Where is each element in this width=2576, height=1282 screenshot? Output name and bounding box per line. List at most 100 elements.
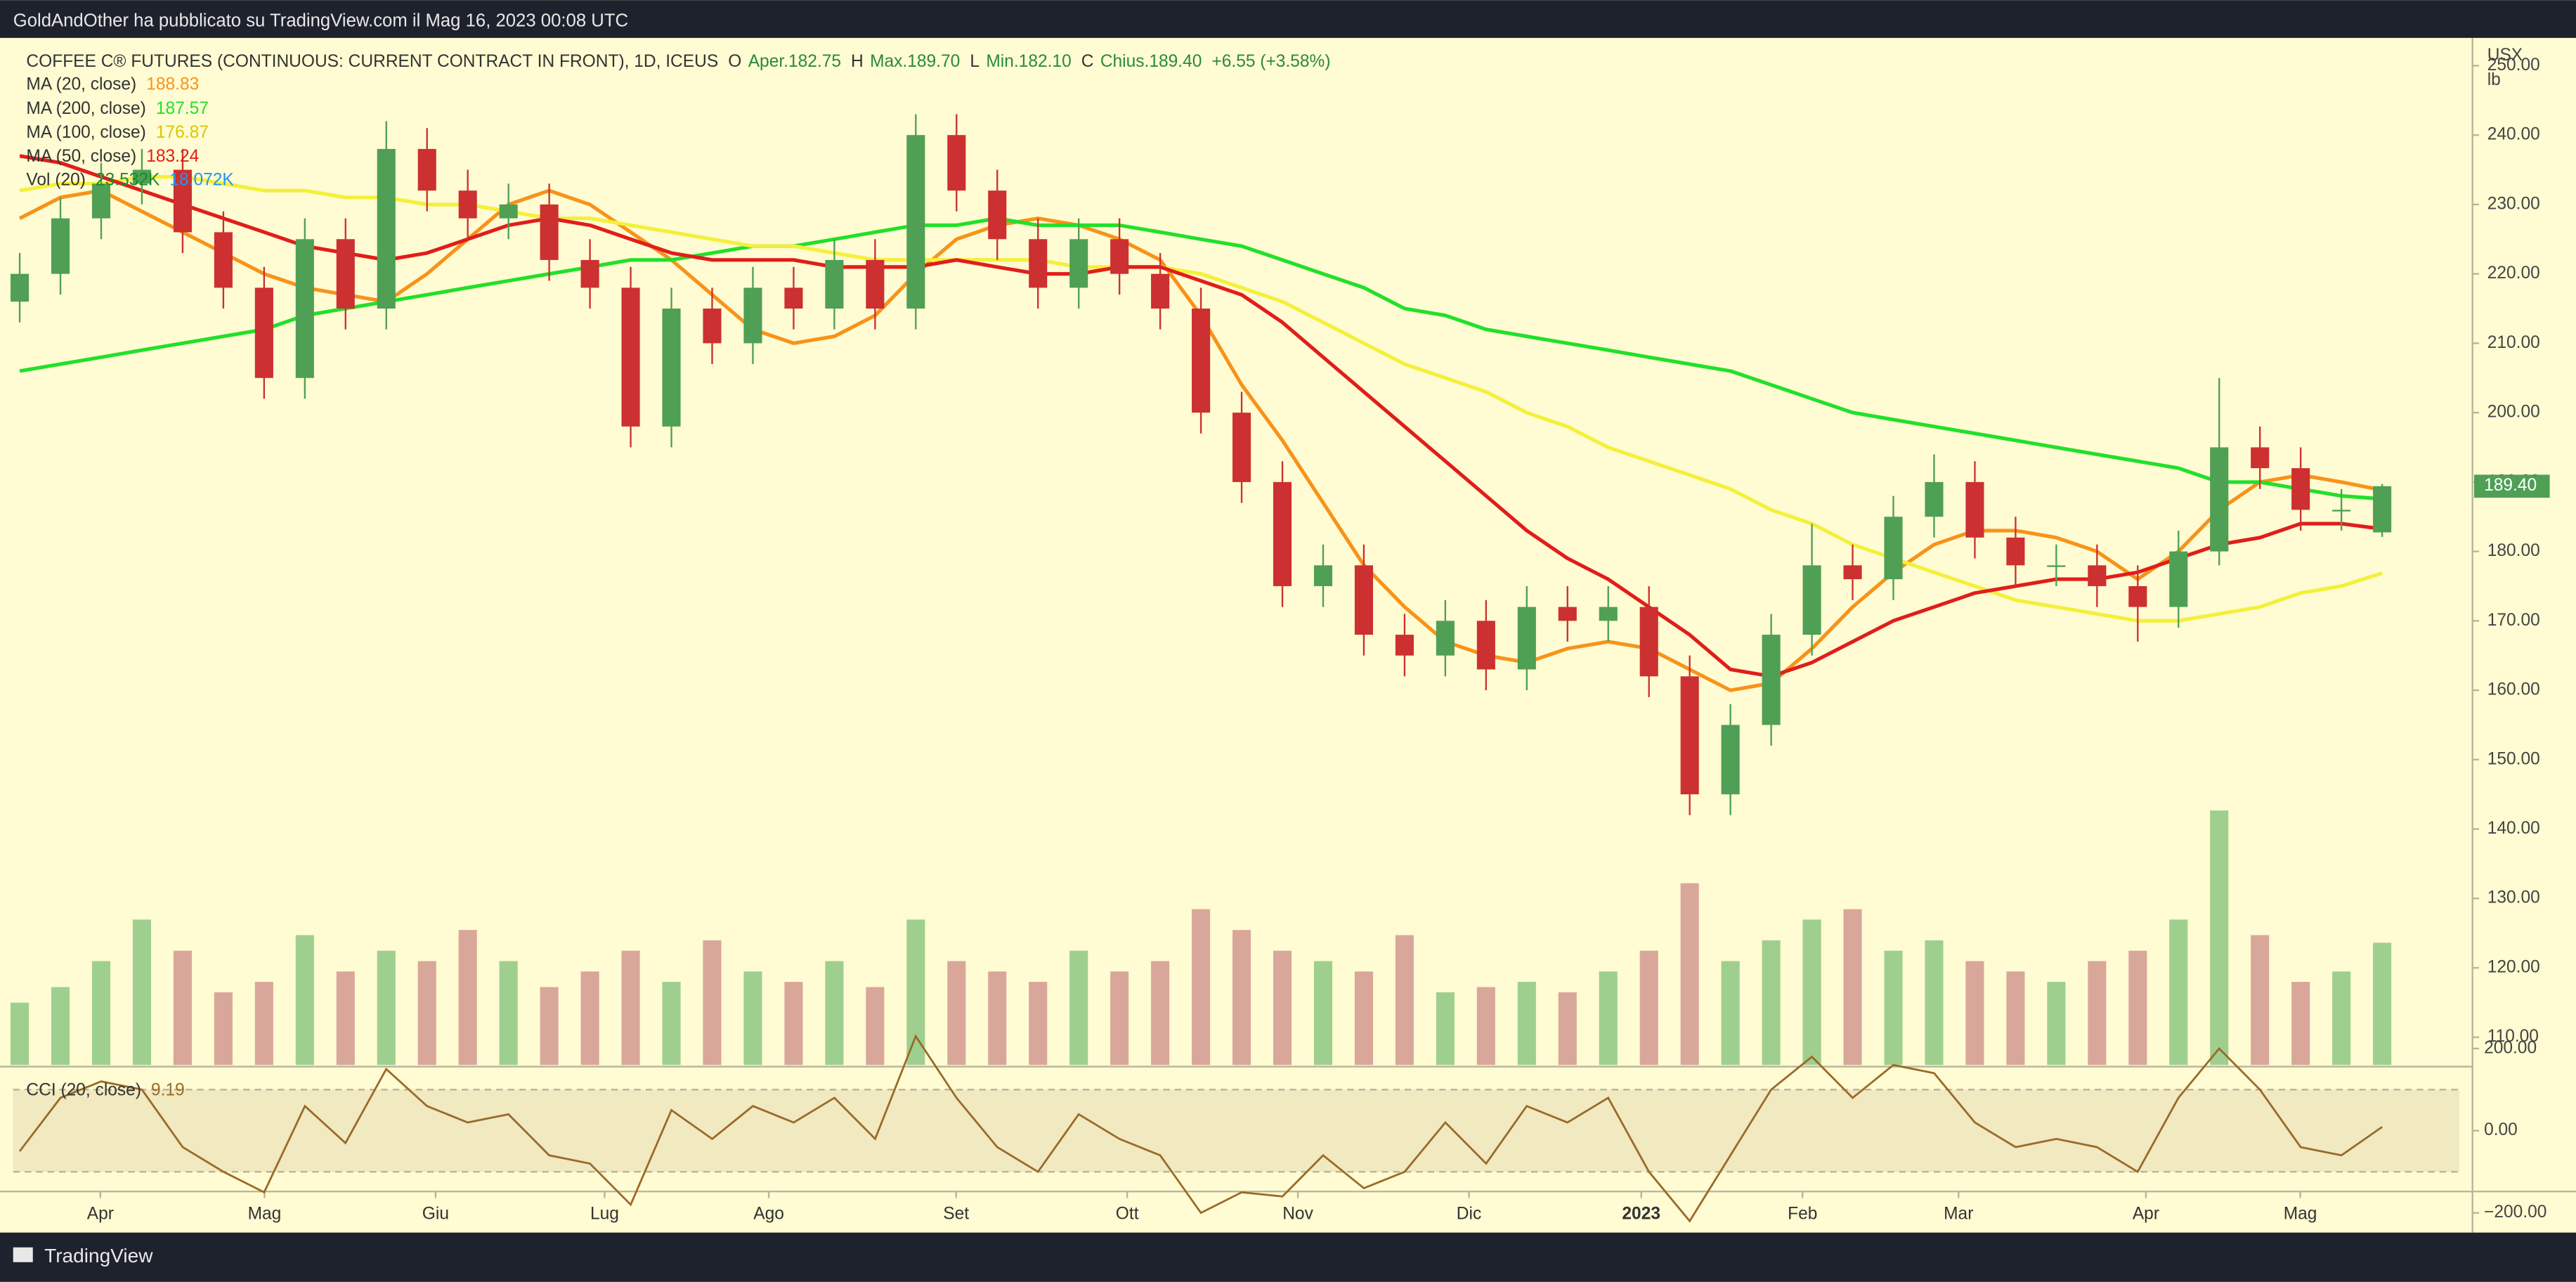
candle-body — [2332, 510, 2351, 512]
volume-bar — [1517, 981, 1536, 1066]
candle-body — [825, 259, 844, 309]
volume-bar — [1884, 950, 1903, 1066]
volume-bar — [1639, 950, 1658, 1066]
candle-body — [2088, 565, 2107, 586]
volume-bar — [2006, 971, 2025, 1066]
volume-bar — [254, 981, 273, 1066]
x-tick-label: Mag — [2284, 1204, 2317, 1223]
candle-body — [540, 204, 559, 260]
volume-bar — [1680, 883, 1699, 1066]
volume-bar — [1354, 971, 1373, 1066]
legend-row: MA (200, close) 187.57 — [26, 99, 208, 118]
volume-bar — [1313, 961, 1333, 1066]
candle-body — [1395, 635, 1414, 656]
volume-bar — [336, 971, 355, 1066]
volume-bar — [295, 935, 314, 1066]
legend-text: 23.532K — [96, 171, 160, 190]
brand-logo — [13, 1247, 33, 1262]
volume-bar — [173, 950, 192, 1066]
legend-text: C — [1081, 53, 1094, 72]
candle-body — [1151, 273, 1170, 309]
volume-bar — [1029, 981, 1048, 1066]
legend-row: MA (100, close) 176.87 — [26, 124, 208, 143]
x-tick-label: Mar — [1944, 1204, 1973, 1223]
volume-bar — [866, 987, 885, 1066]
y-tick-label: 200.00 — [2487, 403, 2540, 422]
x-tick-label: Mag — [248, 1204, 282, 1223]
legend-text: MA (100, close) — [26, 124, 145, 143]
candle-body — [1436, 621, 1455, 656]
candle-body — [132, 169, 151, 184]
volume-bar — [1599, 971, 1618, 1066]
candle-body — [866, 259, 885, 309]
candle-body — [1639, 607, 1658, 677]
volume-bar — [2047, 981, 2066, 1066]
candle-body — [1599, 607, 1618, 621]
volume-bar — [214, 992, 233, 1066]
candle-body — [947, 135, 966, 191]
legend-text: CCI (20, close) — [26, 1081, 141, 1100]
legend-row: MA (20, close) 188.83 — [26, 75, 199, 94]
candle-body — [1354, 565, 1373, 635]
volume-bar — [1273, 950, 1292, 1066]
candle-body — [1925, 481, 1944, 517]
volume-bar — [1395, 935, 1414, 1066]
candle-body — [580, 259, 599, 288]
legend-text: 176.87 — [156, 124, 209, 143]
candle-body — [703, 309, 722, 344]
volume-bar — [2169, 919, 2188, 1066]
volume-bar — [51, 987, 70, 1066]
candle-body — [173, 169, 192, 233]
y-tick-label: 170.00 — [2487, 611, 2540, 630]
y-tick-label: 180.00 — [2487, 541, 2540, 560]
candle-body — [1029, 239, 1048, 288]
candle-body — [1476, 621, 1495, 670]
candle-body — [336, 239, 355, 309]
legend-text: Aper.182.75 — [748, 53, 841, 72]
x-tick-label: Ott — [1116, 1204, 1139, 1223]
cci-tick-label: 200.00 — [2484, 1038, 2537, 1057]
legend-text: MA (200, close) — [26, 99, 145, 118]
volume-bar — [2373, 943, 2392, 1066]
volume-bar — [1802, 919, 1821, 1066]
candle-body — [1721, 725, 1740, 795]
x-tick-label: Dic — [1457, 1204, 1481, 1223]
y-tick-label: 220.00 — [2487, 264, 2540, 283]
y-tick-label: 240.00 — [2487, 125, 2540, 144]
candle-body — [1110, 239, 1129, 274]
candle-body — [51, 218, 70, 274]
legend-text: Max.189.70 — [870, 53, 960, 72]
candle-body — [2291, 468, 2310, 510]
candle-body — [1558, 607, 1577, 621]
cci-band — [13, 1089, 2460, 1172]
candle-body — [1884, 517, 1903, 580]
volume-bar — [540, 987, 559, 1066]
legend-text: H — [851, 53, 864, 72]
volume-bar — [621, 950, 640, 1066]
candle-body — [1517, 607, 1536, 670]
y-tick-label: 130.00 — [2487, 888, 2540, 907]
ma-line — [19, 216, 2383, 501]
volume-bar — [1762, 940, 1781, 1066]
ma-line — [19, 154, 2383, 678]
candle-body — [499, 204, 518, 219]
legend-text: Min.182.10 — [986, 53, 1071, 72]
candle-body — [1965, 481, 1984, 538]
legend-text: 9.19 — [151, 1081, 185, 1100]
candle-body — [2047, 565, 2066, 567]
legend-text: O — [728, 53, 741, 72]
legend-text: 188.83 — [146, 75, 199, 94]
volume-bar — [377, 950, 396, 1066]
volume-bar — [1721, 961, 1740, 1066]
candle-body — [1232, 413, 1251, 482]
y-tick-label: 210.00 — [2487, 333, 2540, 352]
x-tick-label: Apr — [2133, 1204, 2159, 1223]
volume-bar — [1558, 992, 1577, 1066]
candle-body — [1762, 635, 1781, 725]
candle-body — [417, 148, 436, 191]
legend-row: CCI (20, close) 9.19 — [26, 1081, 184, 1100]
legend-text: 18.072K — [169, 171, 234, 190]
candle-body — [906, 135, 925, 309]
cci-line — [18, 1034, 2383, 1223]
